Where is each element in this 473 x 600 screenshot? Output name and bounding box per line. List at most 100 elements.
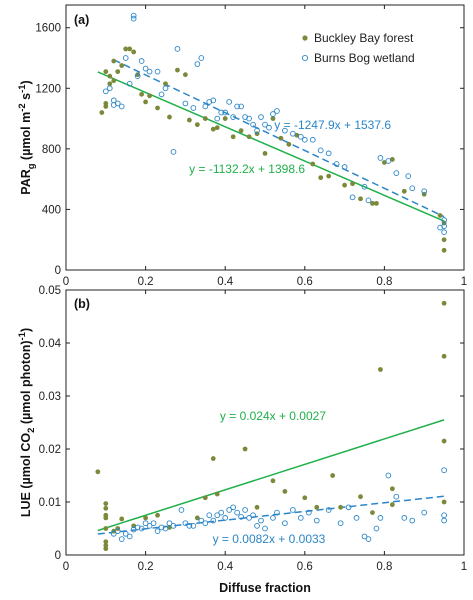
data-point-forest bbox=[155, 512, 160, 518]
panel-b-ylabel: LUE (µmol CO2 (µmol photon)-1) bbox=[17, 328, 37, 517]
legend-marker-wetland bbox=[301, 54, 309, 62]
data-point-forest bbox=[374, 200, 379, 206]
data-point-forest bbox=[119, 516, 125, 522]
data-point-wetland bbox=[297, 133, 304, 140]
data-point-wetland bbox=[170, 522, 177, 529]
data-point-forest bbox=[194, 122, 200, 128]
data-point-forest bbox=[222, 116, 228, 121]
data-point-wetland bbox=[190, 522, 197, 529]
legend-marker-forest bbox=[302, 35, 308, 41]
data-point-forest bbox=[270, 478, 276, 484]
data-point-wetland bbox=[238, 103, 244, 110]
data-point-forest bbox=[246, 134, 252, 140]
data-point-forest bbox=[318, 175, 324, 181]
data-point-forest bbox=[103, 515, 109, 521]
y-tick-label: 1200 bbox=[35, 83, 61, 95]
x-tick-label: 0.2 bbox=[138, 561, 154, 573]
data-point-forest bbox=[143, 99, 149, 105]
x-tick-label: 0 bbox=[63, 276, 69, 288]
data-point-wetland bbox=[114, 100, 121, 107]
data-point-wetland bbox=[222, 109, 229, 116]
data-point-forest bbox=[282, 489, 288, 494]
x-tick-label: 0.8 bbox=[376, 276, 392, 288]
data-point-wetland bbox=[170, 149, 177, 155]
x-axis-label: Diffuse fraction bbox=[219, 581, 311, 595]
data-point-forest bbox=[286, 141, 292, 147]
data-point-wetland bbox=[154, 68, 161, 75]
y-tick-label: 0 bbox=[55, 550, 61, 562]
data-point-forest bbox=[103, 69, 109, 75]
panel-b-frame bbox=[65, 289, 465, 556]
data-point-wetland bbox=[194, 61, 201, 67]
data-point-wetland bbox=[441, 512, 447, 519]
data-point-wetland bbox=[102, 88, 109, 95]
legend: Buckley Bay forest Burns Bog wetland bbox=[301, 31, 415, 65]
data-point-wetland bbox=[118, 536, 125, 542]
panel-b-label: (b) bbox=[74, 297, 90, 311]
data-point-forest bbox=[202, 495, 208, 501]
data-point-wetland bbox=[409, 185, 416, 192]
legend-label-forest: Buckley Bay forest bbox=[314, 31, 414, 45]
data-point-wetland bbox=[441, 467, 447, 474]
data-point-wetland bbox=[122, 55, 129, 61]
data-point-wetland bbox=[250, 121, 256, 128]
data-point-wetland bbox=[158, 91, 165, 98]
data-point-forest bbox=[389, 502, 395, 508]
data-point-forest bbox=[119, 63, 125, 68]
data-point-forest bbox=[103, 501, 109, 506]
data-point-wetland bbox=[441, 217, 447, 223]
data-point-wetland bbox=[385, 158, 392, 164]
data-point-forest bbox=[441, 300, 447, 306]
panel-b: 0 0.01 0.02 0.03 0.04 0.05 0 0.2 0.4 0.6 0.8 1 (b)… bbox=[17, 285, 467, 573]
data-point-wetland bbox=[254, 522, 260, 529]
data-point-wetland bbox=[234, 509, 240, 516]
data-point-wetland bbox=[373, 525, 380, 532]
y-tick-label: 0.02 bbox=[39, 444, 61, 456]
data-point-wetland bbox=[226, 99, 233, 105]
data-point-wetland bbox=[409, 517, 416, 524]
data-point-forest bbox=[441, 438, 447, 444]
data-point-wetland bbox=[130, 12, 137, 19]
data-point-wetland bbox=[333, 161, 340, 167]
data-point-wetland bbox=[441, 517, 447, 524]
data-point-wetland bbox=[246, 115, 252, 122]
data-point-wetland bbox=[146, 522, 153, 529]
data-point-forest bbox=[310, 161, 316, 167]
data-point-forest bbox=[155, 105, 160, 111]
data-point-wetland bbox=[274, 509, 280, 516]
data-point-wetland bbox=[154, 528, 161, 535]
data-point-forest bbox=[99, 110, 105, 115]
data-point-wetland bbox=[198, 55, 205, 61]
data-point-wetland bbox=[138, 58, 145, 64]
data-point-forest bbox=[163, 81, 168, 87]
panel-a-label: (a) bbox=[74, 13, 89, 27]
data-point-wetland bbox=[290, 130, 296, 137]
data-point-forest bbox=[401, 188, 407, 194]
legend-label-wetland: Burns Bog wetland bbox=[314, 51, 415, 65]
data-point-forest bbox=[302, 495, 308, 501]
equation-wetland: y = -1247.9x + 1537.6 bbox=[274, 118, 391, 132]
data-point-wetland bbox=[138, 525, 145, 532]
data-point-forest bbox=[115, 69, 121, 75]
data-point-forest bbox=[378, 367, 383, 372]
data-point-wetland bbox=[202, 103, 209, 110]
ylabel-b-sub: 2 bbox=[26, 428, 37, 433]
ylabel-a-main: PAR bbox=[19, 169, 33, 194]
data-point-forest bbox=[278, 135, 284, 141]
data-point-forest bbox=[139, 91, 145, 97]
data-point-wetland bbox=[309, 136, 316, 143]
panel-a: 0 400 800 1200 1600 0 0.2 0.4 0.6 0.8 1 (a) y = -… bbox=[17, 4, 467, 288]
data-point-forest bbox=[175, 67, 180, 73]
data-point-wetland bbox=[214, 115, 221, 122]
data-point-forest bbox=[238, 128, 244, 134]
panel-a-ylabel: PARg (µmol m-2 s-1) bbox=[17, 80, 37, 194]
data-point-forest bbox=[111, 78, 117, 84]
data-point-wetland bbox=[377, 515, 384, 521]
data-point-wetland bbox=[122, 530, 129, 537]
ylabel-a-exp2: -1 bbox=[17, 84, 28, 93]
data-point-forest bbox=[441, 237, 447, 243]
data-point-wetland bbox=[353, 515, 360, 521]
data-point-wetland bbox=[230, 114, 237, 120]
data-point-wetland bbox=[317, 147, 324, 154]
